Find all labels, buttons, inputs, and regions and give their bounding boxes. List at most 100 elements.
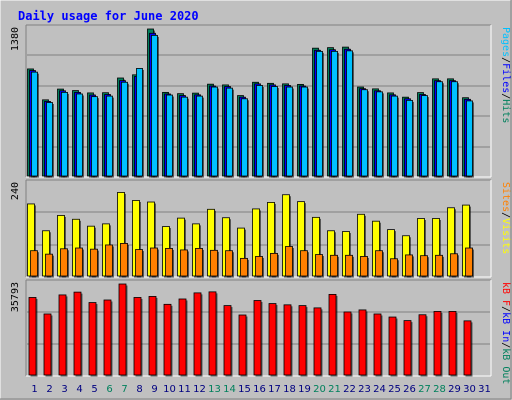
bar-pages-day-27 xyxy=(421,95,428,177)
x-tick-label-day-29: 29 xyxy=(448,384,461,395)
x-tick-label-day-27: 27 xyxy=(418,384,431,395)
x-tick-label-day-9: 9 xyxy=(151,384,157,395)
x-tick-label-day-6: 6 xyxy=(106,384,112,395)
legend-entry: Visits xyxy=(500,218,511,254)
x-tick-label-day-12: 12 xyxy=(193,384,206,395)
x-tick-label-day-23: 23 xyxy=(358,384,371,395)
bar-kbytes-day-30 xyxy=(463,320,472,376)
chart-title: Daily usage for June 2020 xyxy=(18,9,199,23)
x-tick-label-day-28: 28 xyxy=(433,384,446,395)
x-tick-label-day-5: 5 xyxy=(91,384,97,395)
bar-sites-day-23 xyxy=(360,256,368,277)
x-tick-label-day-22: 22 xyxy=(343,384,356,395)
bar-kbytes-day-1 xyxy=(28,297,37,376)
bar-kbytes-day-25 xyxy=(388,316,397,376)
bar-pages-day-20 xyxy=(316,50,323,177)
bar-pages-day-13 xyxy=(211,86,218,177)
bar-sites-day-11 xyxy=(180,249,188,277)
x-tick-label-day-20: 20 xyxy=(313,384,326,395)
bar-sites-day-14 xyxy=(225,250,233,277)
panel-top: 1380 xyxy=(10,24,492,178)
bar-kbytes-day-6 xyxy=(103,299,112,376)
legend-entry: kB In xyxy=(500,312,511,342)
x-tick-label-day-1: 1 xyxy=(31,384,37,395)
panel-max-label: 1380 xyxy=(10,27,21,51)
bar-kbytes-day-8 xyxy=(133,297,142,376)
bar-kbytes-day-18 xyxy=(283,304,292,376)
x-tick-label-day-17: 17 xyxy=(268,384,281,395)
bar-pages-day-29 xyxy=(451,81,458,177)
bar-kbytes-day-13 xyxy=(208,291,217,376)
bar-pages-day-19 xyxy=(301,86,308,177)
x-tick-label-day-16: 16 xyxy=(253,384,266,395)
bar-pages-day-21 xyxy=(331,50,338,177)
x-tick-label-day-10: 10 xyxy=(163,384,176,395)
panel-max-label: 35793 xyxy=(10,282,21,312)
bar-kbytes-day-10 xyxy=(163,303,172,376)
legend-entry: / xyxy=(500,212,511,218)
bar-pages-day-5 xyxy=(91,96,98,177)
bar-pages-day-8 xyxy=(136,68,143,177)
x-tick-label-day-11: 11 xyxy=(178,384,191,395)
bar-sites-day-27 xyxy=(420,255,428,277)
bar-kbytes-day-26 xyxy=(403,320,412,376)
bar-sites-day-28 xyxy=(435,254,443,277)
bar-sites-day-26 xyxy=(405,254,413,277)
legend-entry: kB F xyxy=(500,282,511,306)
bar-pages-day-3 xyxy=(61,91,68,177)
bar-sites-day-24 xyxy=(375,250,383,277)
bar-sites-day-12 xyxy=(195,247,203,277)
bar-kbytes-day-24 xyxy=(373,313,382,376)
x-tick-label-day-8: 8 xyxy=(136,384,142,395)
bar-sites-day-4 xyxy=(75,247,83,277)
bar-pages-day-28 xyxy=(436,81,443,177)
bar-pages-day-16 xyxy=(256,85,263,177)
x-tick-label-day-19: 19 xyxy=(298,384,311,395)
x-tick-label-day-7: 7 xyxy=(121,384,127,395)
x-tick-label-day-2: 2 xyxy=(46,384,52,395)
bar-kbytes-day-20 xyxy=(313,307,322,376)
bar-kbytes-day-28 xyxy=(433,311,442,376)
bar-sites-day-16 xyxy=(255,256,263,277)
bar-pages-day-25 xyxy=(391,95,398,177)
bar-kbytes-day-5 xyxy=(88,302,97,376)
bar-kbytes-day-22 xyxy=(343,311,352,376)
legend-entry: Files xyxy=(500,63,511,93)
panel-middle: 240 xyxy=(10,179,492,278)
panel-bottom: 35793 xyxy=(10,279,492,377)
x-tick-label-day-14: 14 xyxy=(223,384,236,395)
bar-sites-day-9 xyxy=(150,247,158,277)
bar-sites-day-17 xyxy=(270,252,278,277)
bar-sites-day-1 xyxy=(30,250,38,277)
bar-pages-day-10 xyxy=(166,94,173,177)
bar-sites-day-21 xyxy=(330,254,338,277)
x-axis-ticks: 1 2 3 4 5 6 7 8 9 10 11 12 13 14 15 16 17 18 19 20 21 22 23 24 2… xyxy=(31,384,491,395)
bar-sites-day-29 xyxy=(450,253,458,277)
bar-sites-day-22 xyxy=(345,254,353,277)
legend-middle: Sites/Visits xyxy=(500,182,511,254)
x-tick-label-day-15: 15 xyxy=(238,384,251,395)
bar-sites-day-5 xyxy=(90,248,98,277)
x-tick-label-day-30: 30 xyxy=(463,384,476,395)
bar-kbytes-day-2 xyxy=(43,313,52,376)
bar-kbytes-day-19 xyxy=(298,305,307,376)
legend-entry: / xyxy=(500,342,511,348)
bar-kbytes-day-29 xyxy=(448,311,457,376)
bar-sites-day-6 xyxy=(105,244,113,277)
bar-sites-day-10 xyxy=(165,247,173,277)
bar-sites-day-30 xyxy=(465,247,473,277)
chart-panels: 138024035793Pages/Files/HitsSites/Visits… xyxy=(10,24,511,384)
bar-kbytes-day-15 xyxy=(238,314,247,376)
bar-kbytes-day-16 xyxy=(253,300,262,376)
x-tick-label-day-25: 25 xyxy=(388,384,401,395)
bar-pages-day-9 xyxy=(151,34,158,177)
bar-pages-day-6 xyxy=(106,95,113,177)
bar-sites-day-13 xyxy=(210,249,218,277)
bar-kbytes-day-9 xyxy=(148,296,157,376)
legend-entry: / xyxy=(500,306,511,312)
bar-kbytes-day-21 xyxy=(328,294,337,376)
bar-sites-day-3 xyxy=(60,248,68,277)
legend-entry: Sites xyxy=(500,182,511,212)
x-tick-label-day-3: 3 xyxy=(61,384,67,395)
bar-pages-day-11 xyxy=(181,96,188,177)
